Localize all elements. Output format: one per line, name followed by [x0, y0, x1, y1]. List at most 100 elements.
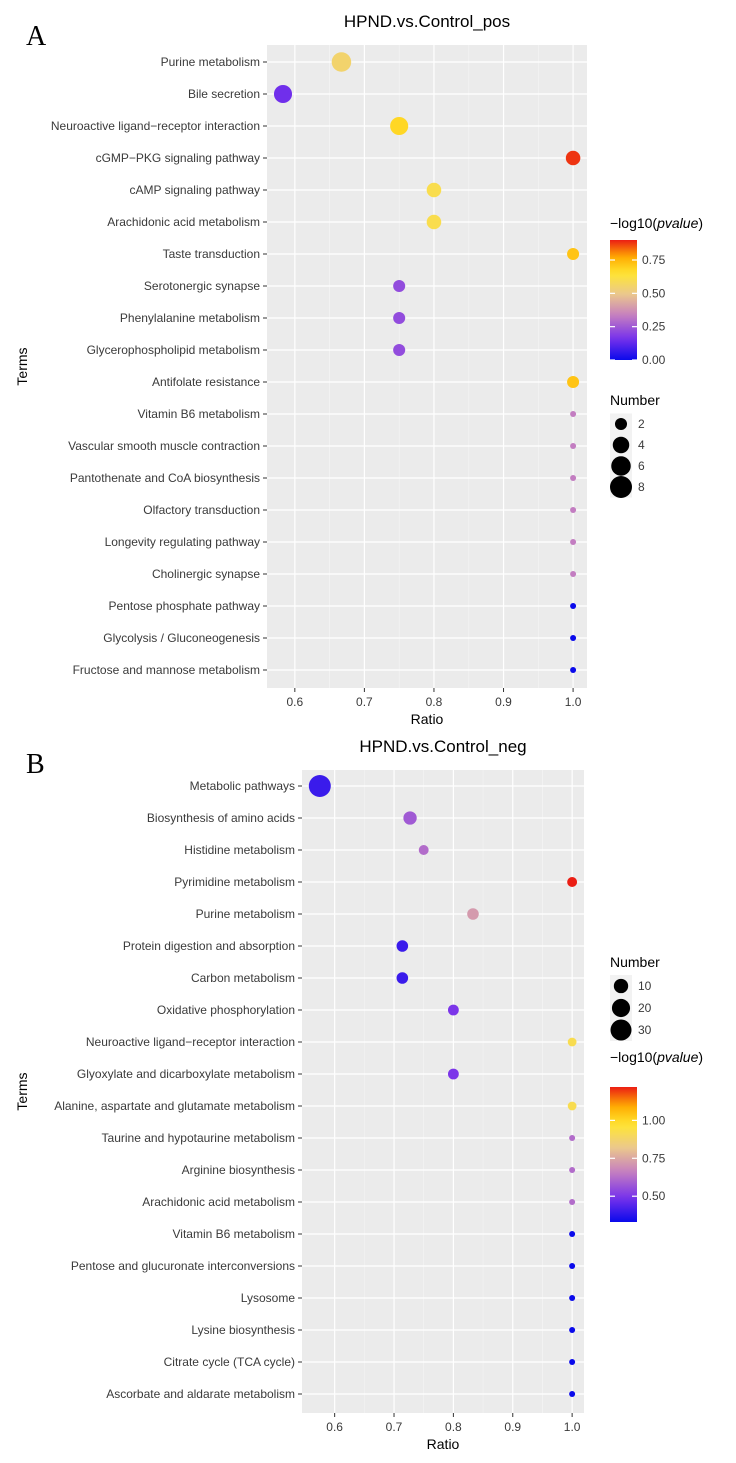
data-point [570, 507, 577, 513]
data-point [396, 940, 409, 952]
size-legend-title: Number [610, 954, 660, 970]
term-label: Glycerophospholipid metabolism [87, 343, 260, 357]
term-label: Longevity regulating pathway [105, 535, 260, 549]
term-label: Pentose and glucuronate interconversions [71, 1259, 295, 1273]
data-point [570, 667, 577, 673]
color-legend-title: −log10(pvalue) [610, 1049, 703, 1065]
plot-background [267, 45, 587, 688]
color-legend-title: −log10(pvalue) [610, 215, 703, 231]
data-point [569, 1199, 576, 1205]
data-point [418, 845, 429, 855]
data-point [567, 375, 580, 389]
term-label: Taste transduction [163, 247, 260, 261]
legend-title-part: ) [698, 1049, 703, 1065]
term-label: Pantothenate and CoA biosynthesis [70, 471, 260, 485]
size-legend-title: Number [610, 392, 660, 408]
legend-title-part: ) [698, 215, 703, 231]
data-point [570, 539, 577, 545]
y-axis-title: Terms [14, 1072, 30, 1110]
term-label: Glycolysis / Gluconeogenesis [103, 631, 260, 645]
x-tick-label: 0.7 [356, 695, 373, 709]
data-point [567, 1101, 577, 1111]
size-legend-label: 2 [638, 417, 645, 431]
x-tick-label: 0.6 [326, 1420, 343, 1434]
size-legend-dot [612, 436, 630, 454]
data-point [393, 343, 406, 357]
data-point [570, 635, 577, 641]
color-legend-label: 0.50 [642, 286, 666, 300]
x-tick-label: 0.9 [504, 1420, 521, 1434]
color-legend-label: 0.50 [642, 1189, 666, 1203]
term-label: Olfactory transduction [143, 503, 260, 517]
x-tick-label: 0.6 [286, 695, 303, 709]
term-label: Vitamin B6 metabolism [173, 1227, 296, 1241]
data-point [567, 247, 580, 261]
data-point [308, 775, 331, 797]
data-point [396, 972, 409, 984]
data-point [393, 279, 406, 293]
size-legend-dot [611, 456, 631, 476]
term-label: Neuroactive ligand−receptor interaction [51, 119, 260, 133]
data-point [393, 311, 406, 325]
data-point [569, 1167, 576, 1173]
legend-title-part: pvalue [656, 215, 698, 231]
x-tick-label: 0.8 [426, 695, 443, 709]
term-label: Purine metabolism [196, 907, 295, 921]
x-axis-title: Ratio [427, 1436, 460, 1452]
data-point [331, 52, 352, 72]
term-label: Phenylalanine metabolism [120, 311, 260, 325]
data-point [569, 1295, 576, 1301]
term-label: Fructose and mannose metabolism [73, 663, 260, 677]
term-label: Metabolic pathways [190, 779, 295, 793]
size-legend-dot [613, 978, 629, 994]
legend-title-part: −log10( [610, 1049, 657, 1065]
size-legend-dot [610, 476, 632, 498]
term-label: cAMP signaling pathway [129, 183, 260, 197]
chart-panel-a: A HPND.vs.Control_pos 0.6 0.7 0.8 0.9 1.0 Purin… [14, 12, 703, 727]
size-legend-dot [611, 998, 631, 1018]
x-tick-label: 0.9 [495, 695, 512, 709]
term-label: Citrate cycle (TCA cycle) [164, 1355, 295, 1369]
color-legend-bar [610, 1087, 637, 1222]
term-label: Vascular smooth muscle contraction [68, 439, 260, 453]
data-point [570, 603, 577, 609]
term-label: Arachidonic acid metabolism [107, 215, 260, 229]
data-point [569, 1263, 576, 1269]
size-legend-label: 30 [638, 1023, 652, 1037]
term-label: Neuroactive ligand−receptor interaction [86, 1035, 295, 1049]
term-label: Pentose phosphate pathway [109, 599, 260, 613]
panel-label: B [26, 749, 45, 780]
term-label: Purine metabolism [161, 55, 260, 69]
chart-panel-b: B HPND.vs.Control_neg 0.6 0.7 0.8 0.9 1.0 Metab… [14, 737, 703, 1452]
term-label: Lysosome [241, 1291, 296, 1305]
data-point [567, 1037, 577, 1047]
color-legend-bar [610, 240, 637, 360]
term-label: Cholinergic synapse [152, 567, 260, 581]
data-point [569, 1231, 576, 1237]
data-point [569, 1327, 576, 1333]
legend-title-part: pvalue [656, 1049, 698, 1065]
term-label: Alanine, aspartate and glutamate metabol… [54, 1099, 295, 1113]
size-legend-label: 10 [638, 979, 652, 993]
color-legend-label: 0.25 [642, 320, 666, 334]
data-point [467, 908, 479, 920]
data-point [273, 84, 293, 104]
term-label: Ascorbate and aldarate metabolism [106, 1387, 295, 1401]
term-label: Antifolate resistance [152, 375, 260, 389]
color-legend-label: 0.75 [642, 253, 666, 267]
term-label: Arginine biosynthesis [182, 1163, 295, 1177]
term-label: Carbon metabolism [191, 971, 295, 985]
color-legend-label: 1.00 [642, 1113, 666, 1127]
chart-title: HPND.vs.Control_neg [359, 737, 526, 756]
term-label: Histidine metabolism [184, 843, 295, 857]
term-label: Arachidonic acid metabolism [142, 1195, 295, 1209]
size-legend-dot [614, 417, 628, 431]
data-point [567, 877, 578, 887]
term-label: Biosynthesis of amino acids [147, 811, 295, 825]
size-legend-label: 8 [638, 480, 645, 494]
term-label: Pyrimidine metabolism [174, 875, 295, 889]
data-point [447, 1068, 459, 1080]
term-label: Bile secretion [188, 87, 260, 101]
y-axis-title: Terms [14, 347, 30, 385]
